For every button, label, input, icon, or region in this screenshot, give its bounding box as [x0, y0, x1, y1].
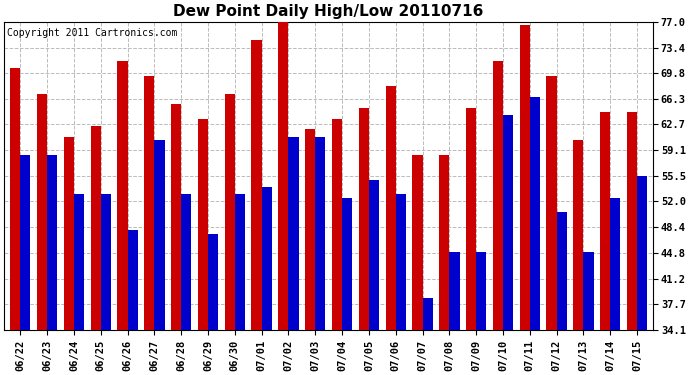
Bar [63, 136, 74, 330]
Bar [439, 154, 449, 330]
Bar [37, 93, 47, 330]
Bar [610, 198, 620, 330]
Bar [181, 194, 191, 330]
Bar [278, 18, 288, 330]
Bar [413, 154, 422, 330]
Bar [198, 119, 208, 330]
Title: Dew Point Daily High/Low 20110716: Dew Point Daily High/Low 20110716 [173, 4, 484, 19]
Bar [503, 115, 513, 330]
Bar [359, 108, 369, 330]
Bar [627, 111, 637, 330]
Bar [332, 119, 342, 330]
Bar [101, 194, 111, 330]
Bar [315, 136, 326, 330]
Bar [10, 68, 20, 330]
Bar [530, 97, 540, 330]
Bar [396, 194, 406, 330]
Bar [557, 212, 567, 330]
Bar [493, 61, 503, 330]
Bar [155, 140, 164, 330]
Bar [225, 93, 235, 330]
Bar [520, 26, 530, 330]
Bar [476, 252, 486, 330]
Bar [342, 198, 353, 330]
Bar [466, 108, 476, 330]
Bar [251, 40, 262, 330]
Bar [288, 136, 299, 330]
Bar [171, 104, 181, 330]
Text: Copyright 2011 Cartronics.com: Copyright 2011 Cartronics.com [8, 28, 178, 38]
Bar [449, 252, 460, 330]
Bar [637, 176, 647, 330]
Bar [235, 194, 245, 330]
Bar [20, 154, 30, 330]
Bar [117, 61, 128, 330]
Bar [208, 234, 218, 330]
Bar [144, 76, 155, 330]
Bar [74, 194, 84, 330]
Bar [90, 126, 101, 330]
Bar [262, 187, 272, 330]
Bar [47, 154, 57, 330]
Bar [305, 129, 315, 330]
Bar [546, 76, 557, 330]
Bar [369, 180, 379, 330]
Bar [422, 298, 433, 330]
Bar [600, 111, 610, 330]
Bar [128, 230, 138, 330]
Bar [386, 86, 396, 330]
Bar [573, 140, 584, 330]
Bar [584, 252, 593, 330]
